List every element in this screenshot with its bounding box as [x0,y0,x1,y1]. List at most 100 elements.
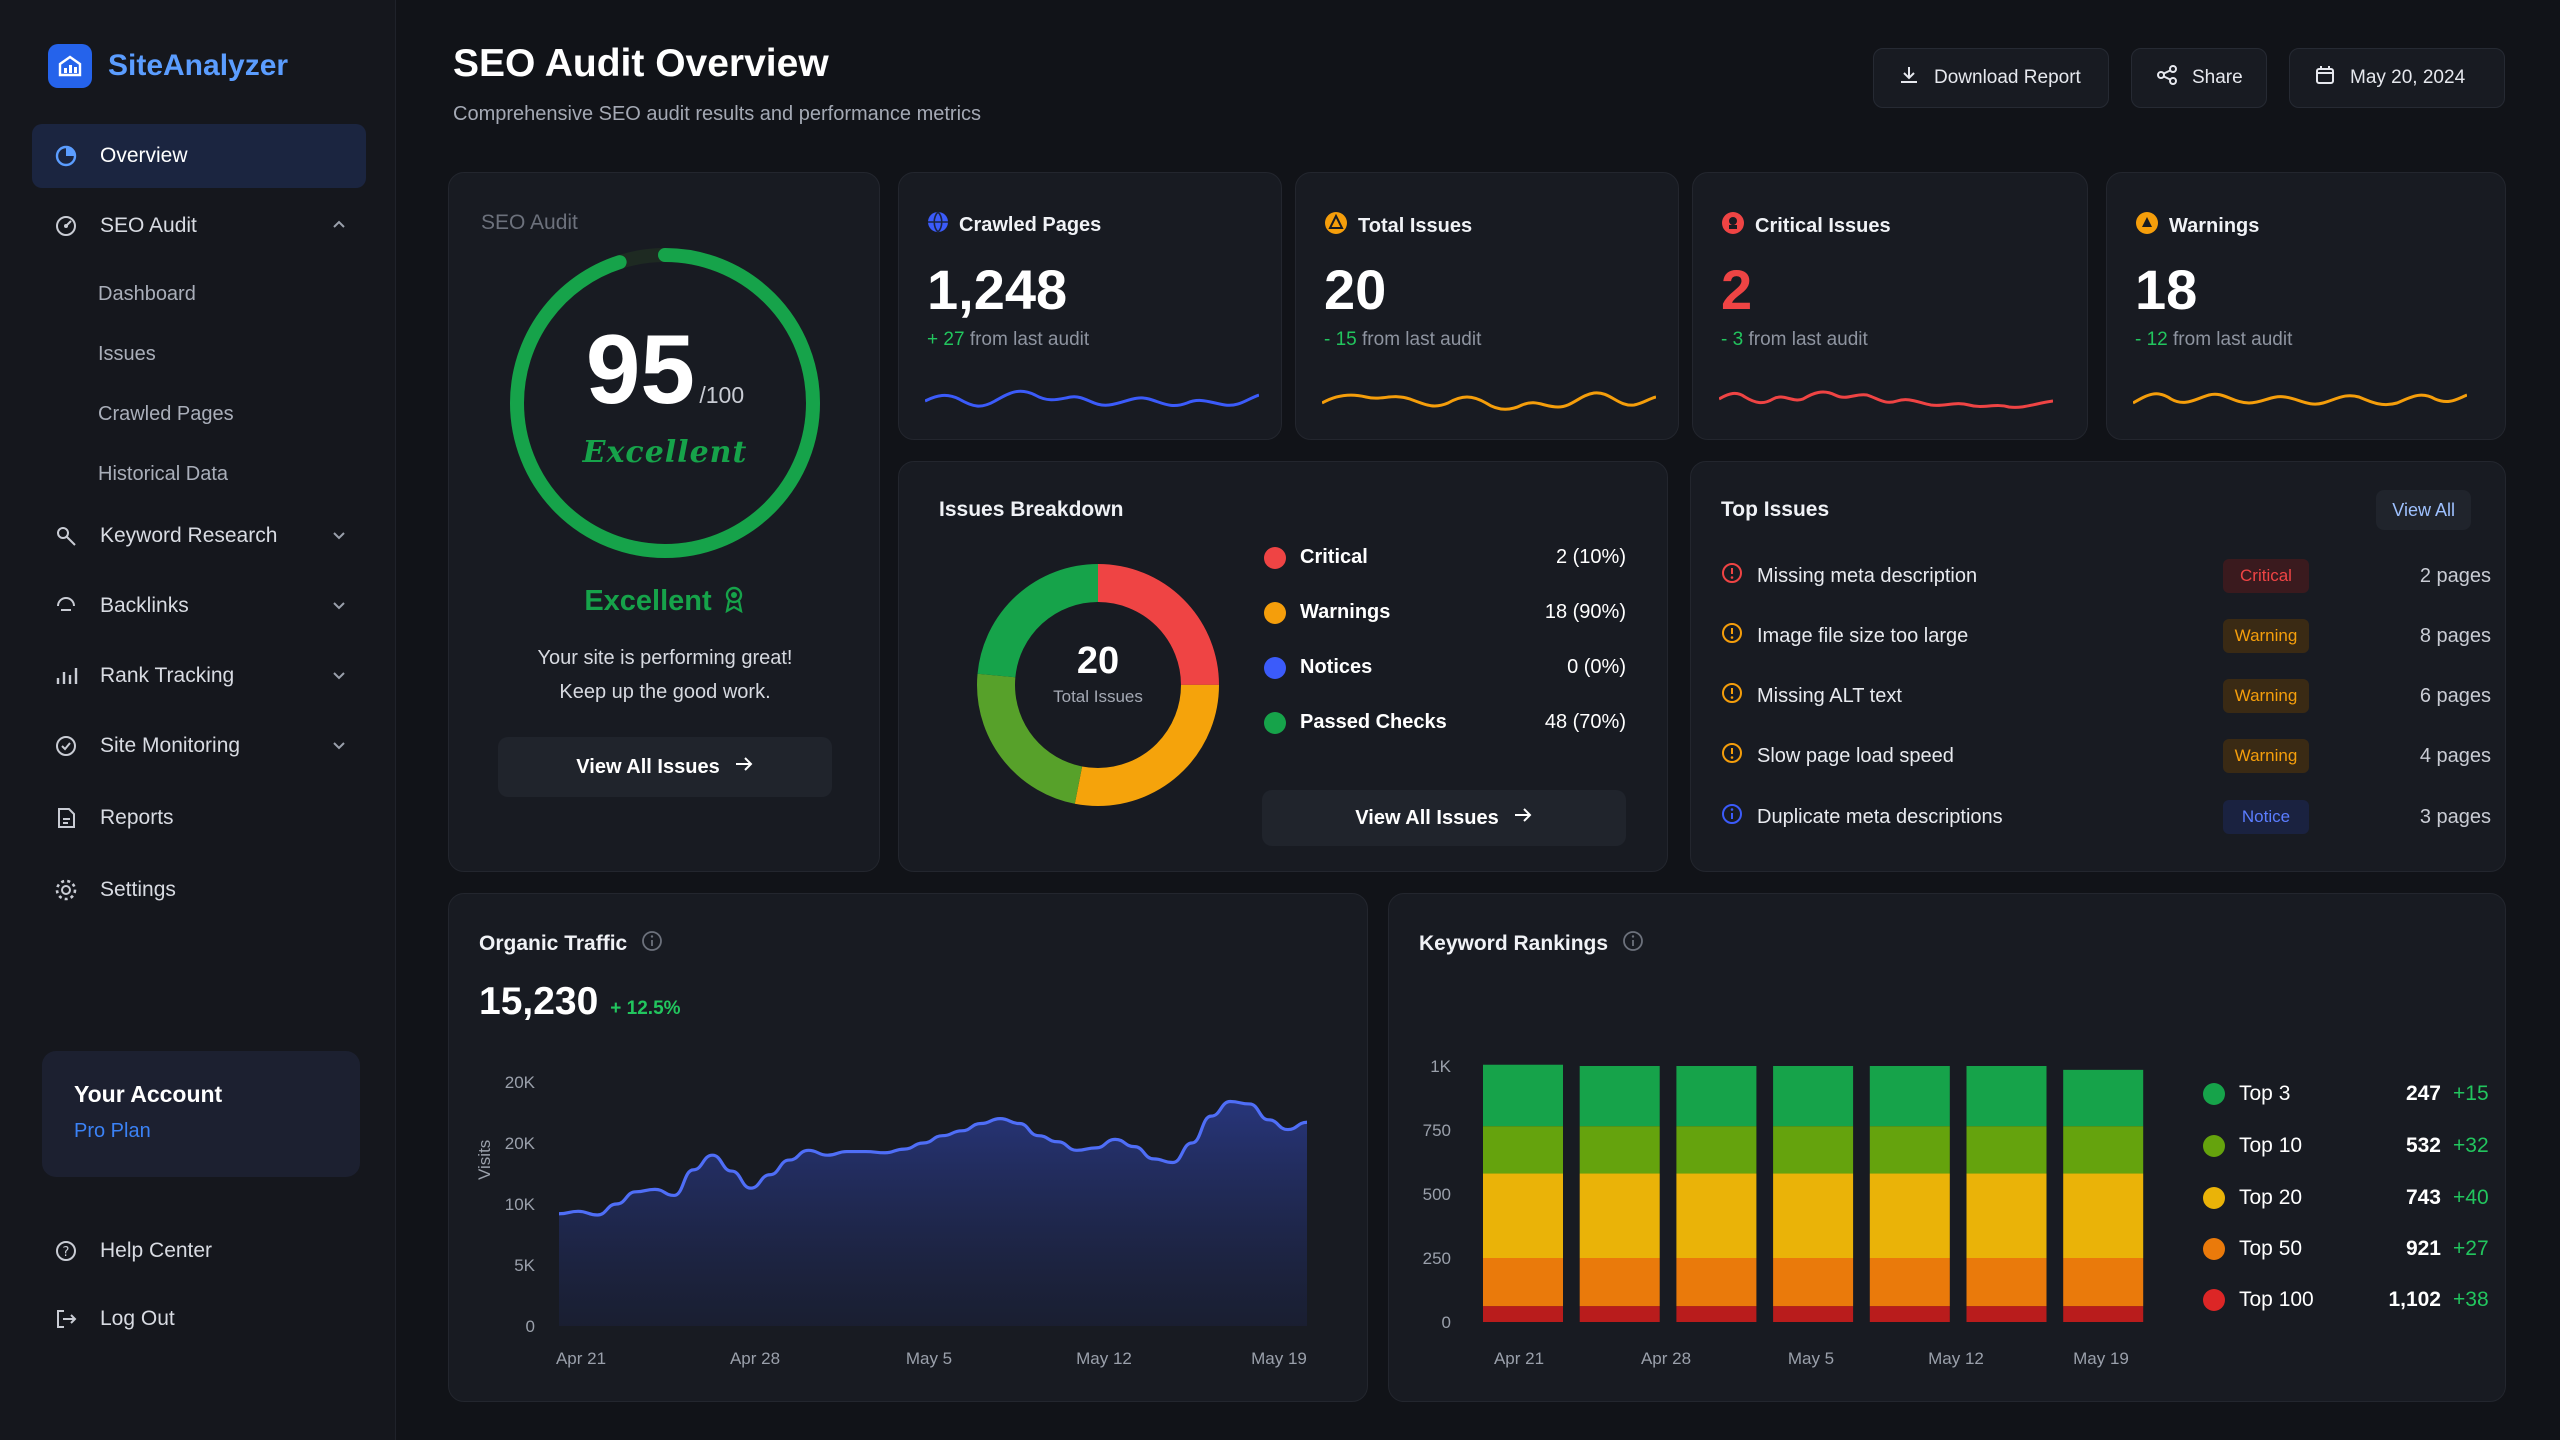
x-tick-label: May 5 [906,1349,952,1368]
delta-suffix: from last audit [969,329,1090,350]
sparkline [2133,392,2467,407]
issues-donut [977,564,1219,806]
y-tick-label: 0 [526,1317,535,1336]
nav-backlinks[interactable]: Backlinks [32,574,366,638]
traffic-line [558,1099,1308,1217]
issue-label: Missing meta description [1757,564,1978,587]
donut-slice-passed-light [977,564,1219,806]
nav-site-monitoring[interactable]: Site Monitoring [32,714,366,778]
score-message-line: Your site is performing great! [537,647,793,669]
brand[interactable]: SiteAnalyzer [48,44,288,88]
bar-segment-top-10 [1676,1126,1757,1174]
score-max: /100 [699,382,745,408]
bar-segment-top-20 [1676,1173,1757,1258]
rankings-chart: 0 250 500 750 1K Apr 21 Apr 28 May 5 May 12 May 1… [1423,1057,2144,1368]
issue-row[interactable]: Slow page load speed Warning 4 pages [1721,726,2491,786]
chevron-down-icon[interactable] [330,596,348,620]
bar-segment-top-3 [1676,1066,1757,1127]
top-issues-card: Top Issues View All Missing meta descrip… [1690,461,2506,872]
bar-segment-top-20 [1773,1173,1854,1258]
view-all-issues-button[interactable]: View All Issues [498,737,832,797]
account-card[interactable]: Your Account Pro Plan [42,1051,360,1177]
traffic-value: 15,230 [479,980,599,1023]
button-label: View All Issues [1355,806,1499,829]
issue-pages: 2 pages [2419,564,2491,587]
bar-segment-top-50 [1773,1258,1854,1307]
issue-row[interactable]: Image file size too large Warning 8 page… [1721,606,2491,666]
delta-sign: + [927,329,939,350]
bar-segment-top-20 [2063,1173,2144,1258]
subnav-crawled-pages[interactable]: Crawled Pages [98,402,234,425]
bar-segment-top-3 [1579,1066,1660,1127]
score-stamp: Excellent [582,435,748,470]
traffic-summary: 15,230 + 12.5% [479,980,681,1024]
date-picker[interactable]: May 20, 2024 [2289,48,2505,108]
nav-log-out[interactable]: Log Out [32,1288,366,1350]
traffic-chart: 0 5K 10K 20K 20K Apr 21 Apr 28 May 5 May 12 May 1… [505,1073,1308,1368]
delta-sign: - [2135,329,2142,350]
nav-help-center[interactable]: ? Help Center [32,1220,366,1282]
delta-value: 12 [2146,329,2168,350]
app-name: SiteAnalyzer [108,49,289,82]
breakdown-legend: Critical 2 (10%) Warnings 18 (90%) Notices… [1264,530,1626,750]
legend-dot [1264,546,1286,569]
nav-keyword-research[interactable]: Keyword Research [32,504,366,568]
score-message-line: Keep up the good work. [559,681,771,703]
score-value: 95 [585,314,695,424]
nav-seo-audit[interactable]: SEO Audit [32,194,366,258]
legend-value: 921 [2405,1237,2441,1260]
chevron-down-icon[interactable] [330,526,348,550]
issues-breakdown-card: Issues Breakdown 20 Total Issues Critica… [898,461,1668,872]
nav-rank-tracking[interactable]: Rank Tracking [32,644,366,708]
footer-nav: ? Help Center Log Out [32,1220,366,1356]
nav-label: Settings [100,878,176,901]
info-icon[interactable] [1622,930,1644,957]
info-icon[interactable] [641,930,663,957]
delta-sign: - [1721,329,1728,350]
nav-reports[interactable]: Reports [32,786,366,850]
score-rating: Excellent [449,585,881,618]
traffic-title: Organic Traffic [479,931,628,955]
issue-row[interactable]: Duplicate meta descriptions Notice 3 pag… [1721,787,2491,847]
legend-label: Top 3 [2239,1082,2291,1105]
x-tick-label: Apr 28 [1641,1349,1691,1368]
issue-row[interactable]: Missing ALT text Warning 6 pages [1721,666,2491,726]
download-report-button[interactable]: Download Report [1873,48,2109,108]
alert-circle-icon [1721,742,1743,770]
account-plan[interactable]: Pro Plan [74,1120,151,1142]
subnav-historical-data[interactable]: Historical Data [98,462,229,485]
reports-icon [52,804,80,832]
issue-label: Image file size too large [1757,624,1969,647]
chevron-down-icon[interactable] [330,736,348,760]
sidebar: SiteAnalyzer Overview SEO Audit Dashboar… [0,0,396,1440]
share-button[interactable]: Share [2131,48,2267,108]
y-tick-label: 20K [505,1134,536,1153]
legend-top-20: Top 20 743 +40 [2203,1178,2503,1218]
nav-label: Overview [100,144,188,167]
chevron-up-icon[interactable] [330,216,348,240]
subnav-dashboard[interactable]: Dashboard [98,282,196,305]
issue-label: Missing ALT text [1757,684,1902,707]
legend-dot [2203,1238,2225,1260]
x-tick-label: Apr 28 [730,1349,780,1368]
subnav-issues[interactable]: Issues [98,342,156,365]
issue-row[interactable]: Missing meta description Critical 2 page… [1721,546,2491,606]
legend-label: Warnings [1300,601,1391,623]
x-tick-label: May 19 [2073,1349,2129,1368]
rank-icon [52,662,80,690]
monitor-icon [52,732,80,760]
view-all-issues-button[interactable]: View All Issues [1262,790,1626,846]
x-tick-label: May 12 [1076,1349,1132,1368]
nav-settings[interactable]: Settings [32,858,366,922]
nav-overview[interactable]: Overview [32,124,366,188]
nav-label: SEO Audit [100,214,197,237]
legend-top-10: Top 10 532 +32 [2203,1126,2503,1166]
chevron-down-icon[interactable] [330,666,348,690]
delta-sign: - [1324,329,1331,350]
bar-segment-top-100 [1966,1306,2047,1322]
kpi-title: Total Issues [1358,214,1473,237]
view-all-link[interactable]: View All [2376,490,2471,530]
score-title: SEO Audit [481,211,578,234]
arrow-right-icon [1513,806,1533,830]
